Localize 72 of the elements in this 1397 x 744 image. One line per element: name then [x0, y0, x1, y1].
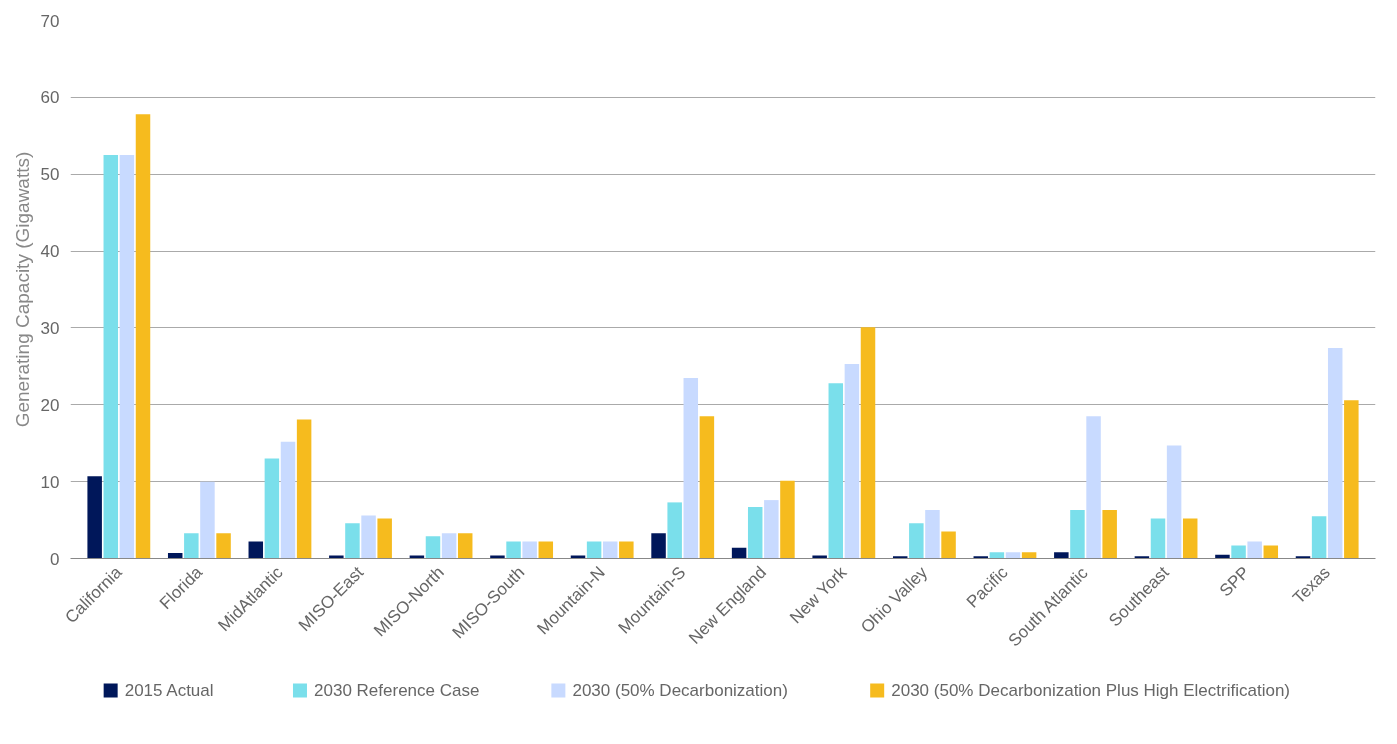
bar: [844, 364, 860, 559]
bar: [490, 555, 505, 559]
bar: [264, 458, 280, 559]
bar: [1070, 510, 1085, 559]
bar: [1344, 400, 1359, 559]
bar: [619, 541, 634, 559]
bar: [377, 518, 392, 559]
y-tick-label: 0: [50, 549, 60, 569]
y-tick-label: 20: [40, 395, 60, 415]
y-tick-label: 30: [40, 318, 60, 338]
bar: [780, 480, 795, 559]
bar: [522, 541, 537, 559]
legend-label: 2030 Reference Case: [314, 681, 480, 700]
bar: [506, 541, 521, 559]
bar: [119, 155, 135, 559]
bar: [296, 419, 312, 559]
legend-label: 2030 (50% Decarbonization Plus High Electrification): [891, 681, 1291, 700]
bar: [812, 555, 827, 559]
bar: [1005, 552, 1021, 559]
bar: [699, 416, 715, 559]
bar: [87, 476, 102, 559]
bar: [441, 533, 457, 559]
bar: [1086, 416, 1101, 559]
bar: [361, 515, 376, 559]
bar: [135, 114, 151, 559]
legend-label: 2030 (50% Decarbonization): [572, 681, 788, 700]
bar: [200, 481, 215, 559]
bar: [103, 155, 119, 559]
bar: [409, 555, 425, 559]
bar: [828, 383, 844, 559]
bar: [1311, 516, 1327, 559]
bar: [425, 536, 441, 559]
bar: [457, 533, 473, 559]
bar: [989, 552, 1005, 559]
legend-label: 2015 Actual: [124, 681, 214, 700]
y-tick-label: 60: [40, 88, 60, 108]
bar: [1182, 518, 1198, 559]
bar: [345, 523, 360, 559]
bar: [216, 533, 231, 559]
bar: [1054, 552, 1069, 559]
bar: [538, 541, 554, 559]
bar: [1231, 545, 1246, 559]
bar: [925, 510, 940, 559]
bar: [184, 533, 199, 559]
y-tick-label: 40: [40, 242, 60, 262]
bar: [1150, 518, 1166, 559]
bar: [909, 523, 924, 559]
bar: [667, 502, 682, 559]
bar: [1263, 545, 1279, 559]
bar: [167, 553, 183, 559]
bar: [1021, 552, 1037, 559]
y-tick-label: 10: [40, 472, 60, 492]
y-axis-title: Generating Capacity (Gigawatts): [11, 151, 33, 428]
bar: [651, 533, 666, 559]
bar: [860, 327, 876, 559]
bar: [586, 541, 602, 559]
bar: [731, 547, 747, 559]
bar: [764, 500, 779, 559]
bar: [1166, 445, 1182, 559]
bar: [329, 555, 344, 559]
bar: [683, 377, 699, 559]
bar: [1102, 510, 1117, 559]
bar: [747, 507, 763, 559]
bar: [941, 531, 956, 559]
bar: [280, 441, 296, 559]
y-tick-label: 50: [40, 165, 60, 185]
bar: [1327, 347, 1343, 559]
bar: [570, 555, 586, 559]
bar: [248, 541, 264, 559]
y-tick-label: 70: [40, 11, 60, 31]
bar: [1247, 541, 1262, 559]
bar: [602, 541, 618, 559]
